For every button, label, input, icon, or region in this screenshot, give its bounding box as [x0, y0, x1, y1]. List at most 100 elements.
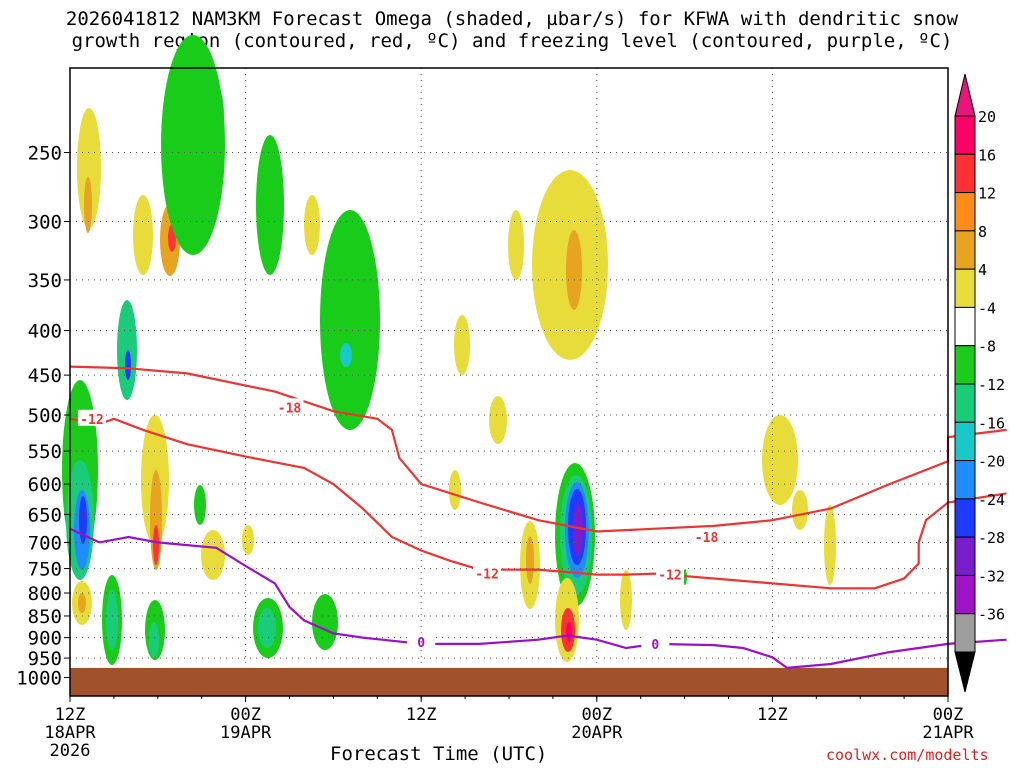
omega-shade [449, 470, 461, 510]
contour-label: -18 [695, 531, 719, 546]
omega-shade [320, 210, 380, 430]
colorbar-swatch [954, 115, 976, 155]
omega-shade [242, 525, 254, 555]
y-tick-label: 300 [28, 212, 62, 234]
omega-shade [79, 496, 87, 544]
x-tick-label: 00Z [581, 705, 612, 725]
colorbar-swatch [954, 230, 976, 270]
colorbar-label: 16 [978, 146, 996, 164]
omega-shade [78, 593, 86, 613]
y-tick-label: 950 [28, 648, 62, 670]
omega-shade [792, 490, 808, 530]
omega-shade [454, 315, 470, 375]
omega-shade [201, 530, 225, 580]
omega-shade [194, 485, 206, 525]
omega-shade [77, 108, 101, 228]
omega-shade [526, 536, 534, 584]
dendritic-contour [69, 365, 1007, 533]
colorbar-label: -12 [978, 376, 1005, 394]
omega-shade [573, 504, 583, 556]
x-tick-label: 12Z [757, 705, 788, 725]
omega-shade [153, 525, 159, 565]
colorbar-swatch [954, 306, 976, 347]
x-tick-label: 12Z [55, 705, 86, 725]
omega-shade [133, 195, 153, 275]
colorbar-label: -32 [978, 567, 1005, 585]
chart-title-line2: growth region (contoured, red, ºC) and f… [71, 30, 953, 52]
omega-shade [117, 300, 137, 400]
colorbar-swatch [954, 268, 976, 308]
y-tick-label: 350 [28, 270, 62, 292]
x-tick-label: 18APR [44, 723, 96, 743]
omega-shade [125, 350, 131, 380]
colorbar-label: -36 [978, 606, 1005, 624]
colorbar-swatch [954, 153, 976, 194]
plot-frame [69, 67, 949, 697]
colorbar-label: -28 [978, 529, 1005, 547]
y-tick-label: 500 [28, 405, 62, 427]
y-tick-label: 250 [28, 143, 62, 165]
contour-label: 0 [651, 638, 659, 653]
colorbar-label: -4 [978, 299, 996, 317]
omega-shade [304, 195, 320, 255]
omega-shade [762, 415, 798, 505]
omega-shade [824, 505, 836, 585]
y-tick-label: 800 [28, 583, 62, 605]
omega-shade [161, 35, 225, 255]
omega-shade [256, 135, 284, 275]
x-tick-label: 00Z [933, 705, 964, 725]
contour-label: 0 [417, 636, 425, 651]
y-tick-label: 700 [28, 532, 62, 554]
omega-shade [149, 622, 159, 658]
y-tick-label: 750 [28, 559, 62, 581]
colorbar-label: 20 [978, 108, 996, 126]
omega-shade [106, 590, 118, 650]
colorbar-label: 12 [978, 185, 996, 203]
colorbar-bottom-arrow [954, 651, 976, 693]
credit-text: coolwx.com/modelts [826, 746, 989, 764]
omega-shade [620, 570, 632, 630]
x-tick-label: 00Z [230, 705, 261, 725]
colorbar-label: -24 [978, 491, 1005, 509]
contour-label: -12 [658, 569, 681, 584]
y-tick-label: 1000 [16, 668, 62, 690]
ground-surface [70, 667, 948, 696]
contour-label: -12 [80, 413, 103, 428]
x-axis-label: Forecast Time (UTC) [330, 743, 548, 765]
colorbar-swatch [954, 345, 976, 385]
colorbar-swatch [954, 421, 976, 462]
freezing-level-contour [69, 527, 1007, 670]
y-tick-label: 850 [28, 606, 62, 628]
x-tick-label: 2026 [50, 741, 91, 761]
y-tick-label: 450 [28, 365, 62, 387]
omega-shade [312, 594, 338, 650]
colorbar-top-arrow [954, 73, 976, 117]
omega-shade [258, 608, 276, 648]
colorbar-label: 8 [978, 223, 987, 241]
colorbar-swatch [954, 498, 976, 538]
omega-shade [566, 230, 582, 310]
colorbar-label: -8 [978, 338, 996, 356]
colorbar-swatch [954, 613, 976, 653]
y-tick-label: 650 [28, 504, 62, 526]
colorbar-swatch [954, 574, 976, 615]
omega-shade [566, 622, 572, 642]
colorbar-swatch [954, 460, 976, 500]
x-tick-label: 19APR [220, 723, 272, 743]
chart-title-line1: 2026041812 NAM3KM Forecast Omega (shaded… [65, 8, 959, 30]
y-tick-label: 550 [28, 441, 62, 463]
y-tick-label: 600 [28, 474, 62, 496]
x-tick-label: 12Z [406, 705, 437, 725]
colorbar-swatch [954, 536, 976, 576]
omega-shade [340, 343, 352, 367]
omega-shade [508, 210, 524, 280]
colorbar-label: 4 [978, 261, 987, 279]
omega-shade [84, 177, 92, 233]
x-tick-label: 20APR [571, 723, 623, 743]
colorbar-swatch [954, 383, 976, 423]
y-tick-label: 900 [28, 628, 62, 650]
contour-label: -12 [475, 568, 498, 583]
x-tick-label: 21APR [922, 723, 974, 743]
y-tick-label: 400 [28, 321, 62, 343]
